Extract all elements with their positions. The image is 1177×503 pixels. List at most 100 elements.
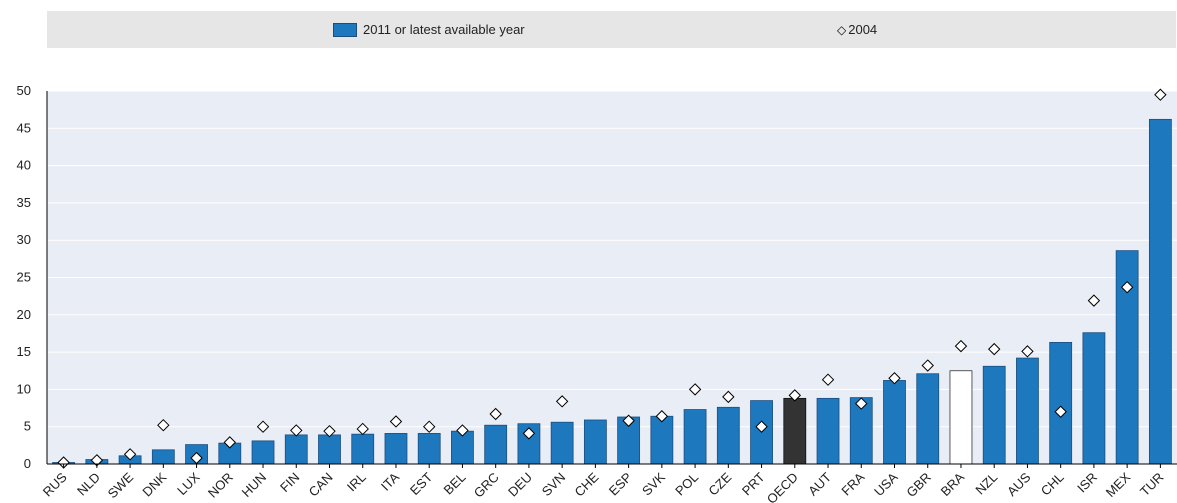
marker-2004-nor bbox=[223, 436, 237, 449]
x-tick-label-prt: PRT bbox=[739, 469, 768, 498]
x-tick-label-cze: CZE bbox=[705, 469, 734, 498]
legend: 2011 or latest available year ◇ 2004 bbox=[47, 11, 1176, 48]
x-tick-label-irl: IRL bbox=[344, 470, 369, 495]
x-tick-label-swe: SWE bbox=[105, 469, 137, 501]
y-tick-label: 40 bbox=[17, 158, 31, 173]
x-tick-label-chl: CHL bbox=[1038, 470, 1067, 499]
x-tick-label-aus: AUS bbox=[1004, 469, 1034, 499]
markers-2004 bbox=[57, 88, 1167, 469]
bar-tur bbox=[1148, 118, 1172, 465]
marker-2004-prt bbox=[755, 420, 768, 433]
x-tick-label-svn: SVN bbox=[539, 470, 569, 500]
y-tick-label: 10 bbox=[17, 381, 31, 396]
y-tick-label: 20 bbox=[17, 307, 31, 322]
bar-irl bbox=[351, 433, 375, 465]
marker-2004-bra bbox=[954, 339, 968, 353]
bar-dnk bbox=[151, 449, 175, 465]
bar-svk bbox=[650, 415, 674, 465]
marker-2004-mex bbox=[1120, 280, 1134, 294]
marker-2004-chl bbox=[1054, 405, 1067, 418]
marker-2004-gbr bbox=[921, 359, 934, 372]
x-tick-label-est: EST bbox=[407, 469, 436, 498]
bar-che bbox=[583, 419, 607, 465]
legend-item-2004: ◇ 2004 bbox=[837, 11, 877, 48]
bar-svn bbox=[550, 421, 574, 465]
marker-2004-bel bbox=[456, 424, 469, 437]
x-tick-label-nld: NLD bbox=[74, 470, 103, 499]
marker-2004-svn bbox=[555, 395, 569, 408]
bar-fin bbox=[284, 434, 308, 465]
x-tick-label-usa: USA bbox=[871, 469, 901, 499]
marker-2004-oecd bbox=[788, 389, 802, 402]
x-tick-label-oecd: OECD bbox=[764, 470, 801, 503]
x-tick-label-svk: SVK bbox=[639, 469, 668, 498]
bar-bra bbox=[949, 370, 973, 465]
bar-aut bbox=[816, 397, 840, 465]
x-tick-label-grc: GRC bbox=[471, 470, 502, 501]
marker-2004-est bbox=[422, 420, 436, 433]
x-tick-label-isr: ISR bbox=[1074, 470, 1100, 496]
x-tick-label-lux: LUX bbox=[174, 469, 203, 498]
x-tick-label-fin: FIN bbox=[277, 470, 302, 495]
marker-2004-grc bbox=[489, 407, 502, 421]
bar-est bbox=[417, 433, 441, 465]
x-tick-label-pol: POL bbox=[672, 470, 701, 499]
marker-2004-esp bbox=[622, 414, 635, 427]
marker-2004-aus bbox=[1021, 345, 1034, 358]
bar-cze bbox=[716, 406, 740, 465]
marker-2004-swe bbox=[123, 448, 137, 461]
bar-pol bbox=[683, 409, 707, 465]
marker-2004-nzl bbox=[987, 342, 1001, 356]
x-tick-label-can: CAN bbox=[306, 470, 336, 500]
bar-chl bbox=[1049, 342, 1073, 465]
x-tick-label-aut: AUT bbox=[805, 469, 834, 498]
x-tick-label-mex: MEX bbox=[1103, 469, 1134, 500]
marker-2004-rus bbox=[57, 456, 70, 469]
marker-2004-ita bbox=[389, 415, 403, 428]
y-tick-label: 45 bbox=[17, 120, 31, 135]
marker-2004-isr bbox=[1087, 294, 1101, 307]
legend-label-2011: 2011 or latest available year bbox=[363, 22, 525, 37]
legend-bar-swatch bbox=[333, 22, 357, 37]
x-tick-label-tur: TUR bbox=[1137, 470, 1166, 499]
x-tick-label-che: CHE bbox=[571, 469, 601, 499]
x-tick-label-rus: RUS bbox=[40, 469, 70, 499]
y-tick-label: 30 bbox=[17, 232, 31, 247]
bar-isr bbox=[1082, 332, 1106, 465]
x-tick-label-ita: ITA bbox=[378, 469, 402, 493]
marker-2004-svk bbox=[655, 410, 669, 423]
marker-2004-pol bbox=[688, 383, 702, 396]
x-tick-label-nor: NOR bbox=[205, 470, 236, 501]
bar-usa bbox=[883, 380, 906, 465]
legend-label-2004: 2004 bbox=[848, 22, 878, 37]
bar-grc bbox=[484, 424, 508, 465]
y-tick-label: 25 bbox=[17, 270, 31, 285]
marker-2004-dnk bbox=[157, 419, 170, 432]
y-axis: 0 5 10 15 20 25 30 35 40 45 50 bbox=[17, 83, 48, 471]
marker-2004-hun bbox=[256, 420, 270, 433]
x-tick-label-nzl: NZL bbox=[972, 470, 1000, 498]
marker-2004-cze bbox=[722, 390, 735, 404]
bar-aus bbox=[1016, 357, 1039, 465]
x-tick-label-dnk: DNK bbox=[139, 469, 169, 499]
bar-nzl bbox=[982, 365, 1006, 465]
y-tick-label: 15 bbox=[17, 344, 31, 359]
bar-can bbox=[318, 434, 341, 465]
marker-2004-deu bbox=[522, 427, 536, 440]
legend-item-2011: 2011 or latest available year bbox=[333, 11, 525, 48]
x-axis: RUS NLD SWE DNK LUX NOR HUN FIN CAN IRL ITA EST BEL G… bbox=[40, 463, 1177, 503]
x-tick-label-fra: FRA bbox=[838, 469, 867, 498]
bar-ita bbox=[384, 433, 408, 465]
y-tick-label: 35 bbox=[17, 195, 31, 210]
marker-2004-tur bbox=[1154, 88, 1167, 101]
marker-2004-irl bbox=[356, 422, 369, 436]
x-tick-label-hun: HUN bbox=[239, 470, 270, 501]
x-tick-label-esp: ESP bbox=[606, 470, 635, 499]
y-tick-label: 5 bbox=[24, 419, 31, 434]
x-tick-label-deu: DEU bbox=[505, 470, 535, 500]
marker-2004-usa bbox=[888, 372, 901, 385]
marker-2004-fra bbox=[855, 397, 868, 410]
x-tick-label-bel: BEL bbox=[441, 470, 469, 498]
marker-2004-aut bbox=[821, 373, 835, 386]
bar-hun bbox=[251, 440, 275, 465]
